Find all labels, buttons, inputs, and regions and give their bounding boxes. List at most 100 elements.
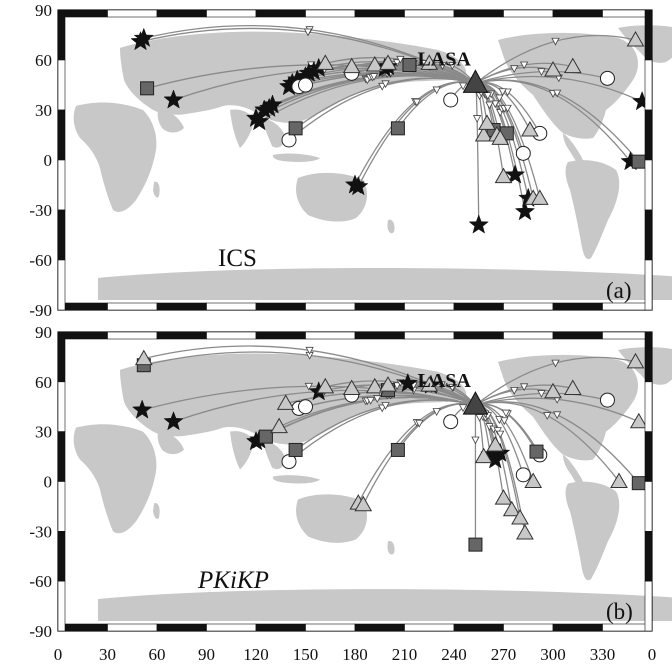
- event-triangle: [276, 394, 295, 410]
- frame-tick: [404, 302, 455, 311]
- frame-tick: [552, 623, 603, 632]
- frame-tick: [156, 302, 207, 311]
- frame-tick: [255, 9, 306, 18]
- frame-tick: [255, 331, 306, 340]
- y-tick-label: 90: [35, 323, 52, 342]
- piercing-point: [412, 98, 422, 107]
- frame-tick: [503, 623, 554, 632]
- panel-b: LASA 90 60 30 0 -30 -60 -90 PKiKP (b): [29, 323, 672, 641]
- piercing-point: [366, 397, 375, 405]
- x-tick-label: 300: [540, 645, 566, 664]
- frame-tick: [354, 623, 405, 632]
- piercing-point: [472, 115, 482, 123]
- piercing-point: [471, 436, 480, 445]
- frame-tick: [305, 331, 356, 340]
- piercing-point: [543, 412, 552, 420]
- piercing-point: [392, 382, 402, 391]
- event-star: [504, 164, 526, 184]
- frame-tick: [644, 531, 653, 582]
- frame-tick: [453, 623, 504, 632]
- station-label: LASA: [417, 370, 471, 392]
- piercing-point: [432, 86, 441, 95]
- station-marker: [462, 69, 489, 93]
- frame-tick: [255, 302, 306, 311]
- event-square: [288, 121, 303, 136]
- frame-tick: [156, 623, 207, 632]
- event-triangle: [316, 54, 335, 70]
- y-tick-label: 60: [35, 51, 52, 70]
- ray-paths: [141, 345, 640, 545]
- event-triangle: [544, 382, 562, 399]
- event-triangle: [502, 500, 521, 517]
- y-tick-label: -30: [29, 201, 52, 220]
- event-square: [140, 81, 155, 96]
- frame-tick: [57, 331, 66, 383]
- frame-tick: [404, 331, 455, 340]
- frame-tick: [57, 580, 66, 632]
- station-label: LASA: [417, 48, 471, 70]
- piercing-point: [503, 88, 512, 97]
- y-tick-label: 60: [35, 373, 52, 392]
- event-circle: [443, 92, 459, 108]
- piercing-point: [552, 411, 562, 420]
- event-star: [514, 200, 536, 221]
- frame-tick: [552, 302, 603, 311]
- frame-tick: [354, 9, 405, 18]
- y-tick-label: -60: [29, 572, 52, 591]
- event-circle: [443, 414, 459, 430]
- frame-tick: [255, 623, 306, 632]
- frame-tick: [206, 623, 257, 632]
- event-triangle: [494, 167, 513, 184]
- y-tick-label: -90: [29, 301, 52, 320]
- event-triangle: [629, 412, 648, 429]
- frame-tick: [644, 259, 653, 311]
- piercing-point: [458, 82, 468, 91]
- event-triangle: [563, 379, 582, 395]
- piercing-point: [432, 408, 441, 416]
- event-triangle: [270, 417, 288, 434]
- piercing-point: [495, 94, 504, 103]
- event-triangle: [511, 509, 529, 525]
- event-triangle: [494, 489, 513, 505]
- piercing-point: [491, 100, 500, 109]
- frame-tick: [453, 302, 504, 311]
- piercing-point: [415, 419, 424, 428]
- event-triangle: [365, 55, 384, 72]
- frame-tick: [206, 9, 257, 18]
- x-tick-label: 270: [491, 645, 517, 664]
- frame-tick: [644, 9, 653, 61]
- event-circle: [298, 77, 313, 93]
- event-circle: [298, 399, 313, 415]
- frame-tick: [503, 9, 554, 18]
- frame-tick: [644, 481, 653, 532]
- piercing-point: [373, 395, 382, 404]
- frame-tick: [404, 623, 455, 632]
- y-tick-label: 30: [35, 423, 52, 442]
- piercing-point: [448, 383, 457, 392]
- frame-tick: [57, 259, 66, 311]
- event-triangle: [379, 376, 397, 392]
- event-square: [390, 442, 405, 457]
- event-star: [468, 214, 489, 234]
- x-tick-label: 0: [648, 645, 657, 664]
- event-star: [131, 399, 153, 419]
- frame-tick: [107, 331, 158, 340]
- frame-tick: [57, 109, 66, 161]
- panel-a: LASA 90 60 30 0 -30 -60 -90 ICS (a): [29, 1, 672, 320]
- y-tick-label: 90: [35, 1, 52, 20]
- event-star: [163, 89, 184, 109]
- event-triangle: [516, 523, 534, 540]
- y-tick-label: -90: [29, 622, 52, 641]
- x-tick-label: 90: [198, 645, 215, 664]
- event-square: [631, 476, 646, 491]
- event-triangle: [626, 30, 645, 47]
- x-tick-label: 150: [293, 645, 319, 664]
- frame-tick: [107, 9, 158, 18]
- event-triangle: [365, 377, 384, 394]
- event-star: [249, 110, 270, 131]
- frame-tick: [602, 302, 653, 311]
- event-circle: [515, 145, 531, 161]
- frame-tick: [644, 580, 653, 632]
- frame-tick: [305, 623, 356, 632]
- event-triangle: [530, 189, 549, 205]
